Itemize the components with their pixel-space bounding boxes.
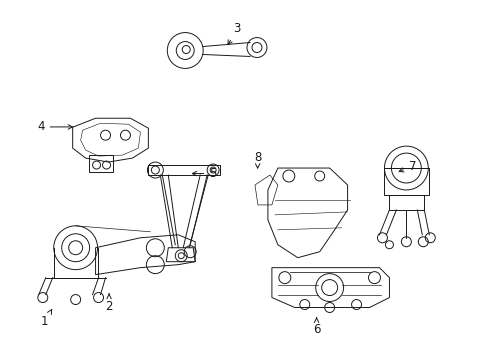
Text: 5: 5 [192, 167, 216, 180]
Text: 7: 7 [398, 160, 415, 173]
Text: 6: 6 [312, 318, 320, 336]
Text: 4: 4 [37, 121, 72, 134]
Text: 1: 1 [41, 310, 52, 328]
Text: 3: 3 [227, 22, 241, 45]
Text: 8: 8 [253, 151, 261, 168]
Text: 2: 2 [105, 294, 113, 313]
